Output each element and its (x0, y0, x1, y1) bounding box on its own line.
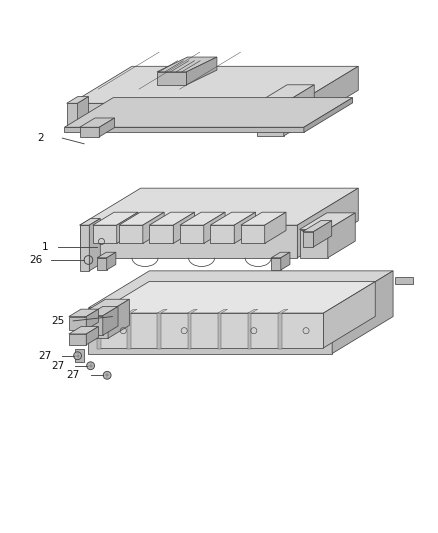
Polygon shape (304, 98, 353, 133)
Polygon shape (64, 127, 304, 133)
Polygon shape (281, 252, 290, 270)
Polygon shape (69, 309, 99, 317)
Polygon shape (69, 334, 86, 345)
Circle shape (74, 352, 81, 360)
Polygon shape (88, 316, 103, 335)
Polygon shape (84, 312, 108, 338)
Polygon shape (187, 57, 217, 85)
Polygon shape (119, 212, 164, 225)
Polygon shape (64, 98, 353, 127)
Polygon shape (97, 313, 323, 348)
Polygon shape (241, 225, 265, 244)
Polygon shape (88, 308, 332, 353)
Polygon shape (149, 212, 194, 225)
Circle shape (103, 372, 111, 379)
Polygon shape (67, 96, 88, 103)
Polygon shape (119, 225, 143, 244)
Text: 1: 1 (42, 242, 48, 252)
Polygon shape (297, 188, 358, 258)
Polygon shape (204, 212, 225, 244)
Polygon shape (218, 313, 221, 349)
Polygon shape (314, 221, 332, 247)
Polygon shape (210, 225, 234, 244)
Polygon shape (157, 57, 217, 72)
Polygon shape (97, 309, 107, 313)
Polygon shape (80, 188, 358, 225)
Polygon shape (210, 212, 255, 225)
Polygon shape (93, 212, 138, 225)
Polygon shape (187, 313, 191, 349)
Polygon shape (127, 309, 137, 313)
Polygon shape (248, 313, 251, 349)
Polygon shape (71, 103, 297, 127)
Text: 25: 25 (51, 316, 64, 326)
Polygon shape (75, 349, 84, 362)
Text: 27: 27 (67, 370, 80, 381)
Polygon shape (71, 66, 358, 103)
Polygon shape (323, 281, 375, 348)
Polygon shape (80, 225, 89, 271)
Polygon shape (180, 225, 204, 244)
Polygon shape (103, 306, 118, 335)
Polygon shape (89, 219, 100, 271)
Polygon shape (395, 277, 413, 284)
Polygon shape (271, 258, 281, 270)
Polygon shape (80, 127, 99, 137)
Polygon shape (88, 271, 393, 308)
Polygon shape (300, 230, 328, 258)
Polygon shape (257, 85, 314, 103)
Polygon shape (93, 225, 117, 244)
Polygon shape (271, 252, 290, 258)
Text: 27: 27 (51, 361, 64, 371)
Polygon shape (158, 313, 161, 349)
Polygon shape (97, 313, 101, 349)
Polygon shape (99, 118, 115, 137)
Text: 2: 2 (37, 133, 44, 143)
Polygon shape (69, 327, 99, 334)
Polygon shape (257, 103, 284, 136)
Polygon shape (80, 225, 297, 258)
Polygon shape (97, 258, 107, 270)
Polygon shape (149, 225, 173, 244)
Polygon shape (86, 327, 99, 345)
Polygon shape (67, 103, 78, 127)
Polygon shape (328, 213, 355, 258)
Polygon shape (278, 313, 282, 349)
Text: 27: 27 (38, 351, 52, 361)
Polygon shape (108, 299, 129, 338)
Polygon shape (107, 252, 116, 270)
Polygon shape (284, 85, 314, 136)
Polygon shape (303, 221, 332, 232)
Polygon shape (86, 309, 99, 329)
Polygon shape (297, 66, 358, 127)
Polygon shape (180, 212, 225, 225)
Polygon shape (303, 232, 314, 247)
Polygon shape (300, 213, 355, 230)
Polygon shape (241, 212, 286, 225)
Polygon shape (248, 309, 258, 313)
Polygon shape (80, 118, 115, 127)
Polygon shape (278, 309, 288, 313)
Polygon shape (332, 271, 393, 353)
Polygon shape (117, 212, 138, 244)
Polygon shape (158, 309, 167, 313)
Polygon shape (78, 96, 88, 127)
Polygon shape (173, 212, 194, 244)
Polygon shape (265, 212, 286, 244)
Polygon shape (157, 72, 187, 85)
Polygon shape (218, 309, 227, 313)
Polygon shape (97, 252, 116, 258)
Polygon shape (234, 212, 255, 244)
Polygon shape (88, 306, 118, 316)
Circle shape (87, 362, 95, 370)
Polygon shape (80, 219, 100, 225)
Polygon shape (97, 281, 375, 313)
Polygon shape (127, 313, 131, 349)
Polygon shape (84, 299, 129, 312)
Polygon shape (143, 212, 164, 244)
Text: 26: 26 (30, 255, 43, 265)
Polygon shape (187, 309, 198, 313)
Polygon shape (69, 317, 86, 329)
